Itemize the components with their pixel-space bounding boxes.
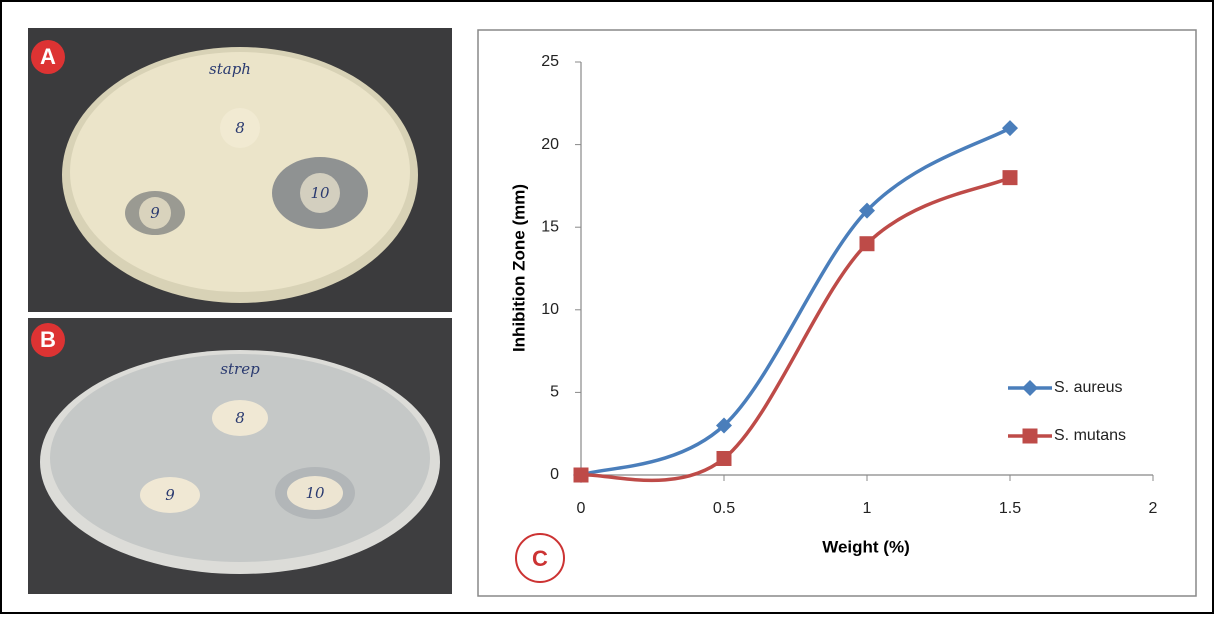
x-tick-label: 1.5 [999,500,1021,517]
photo-a: A staph 8 9 10 [28,28,452,312]
plate [50,354,430,562]
panel-label: B [40,327,56,352]
point [574,468,589,483]
point [1003,170,1018,185]
plate [70,52,410,292]
point [860,236,875,251]
y-tick-label: 25 [541,53,559,70]
disc-note: 8 [235,119,245,137]
y-tick-label: 15 [541,218,559,235]
y-tick-label: 5 [550,384,559,401]
disc-note: 10 [305,484,325,502]
plate-note: staph [209,60,251,78]
x-tick-label: 0 [577,500,586,517]
y-tick-label: 20 [541,136,559,153]
x-tick-label: 1 [863,500,872,517]
disc-note: 9 [165,486,175,504]
photo-b: B strep 8 9 10 [28,318,452,594]
disc-note: 8 [235,409,245,427]
plate-note: strep [220,360,260,378]
x-axis-title: Weight (%) [822,537,910,556]
y-axis-title: Inhibition Zone (mm) [509,184,528,352]
disc-note: 10 [310,184,330,202]
y-tick-label: 10 [541,301,559,318]
disc-note: 9 [150,204,160,222]
x-tick-label: 0.5 [713,500,735,517]
point [717,451,732,466]
x-tick-label: 2 [1149,500,1158,517]
legend-label: S. aureus [1054,379,1122,396]
y-tick-label: 0 [550,466,559,483]
chart-frame [478,30,1196,596]
figure: A staph 8 9 10 B strep 8 9 10 C Weight (… [0,0,1214,614]
panel-label: A [40,44,56,69]
panel-label: C [532,546,548,571]
legend-label: S. mutans [1054,427,1126,444]
legend-marker [1023,429,1038,444]
